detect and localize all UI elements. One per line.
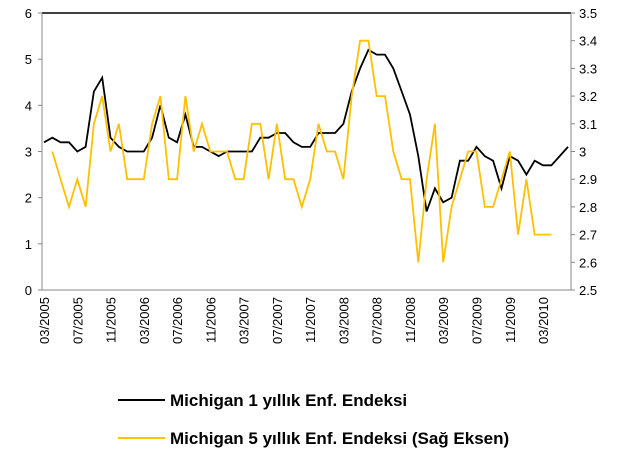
y2-tick-label: 2.5 bbox=[579, 283, 597, 298]
legend-label: Michigan 5 yıllık Enf. Endeksi (Sağ Ekse… bbox=[170, 429, 509, 448]
y2-tick-label: 2.7 bbox=[579, 228, 597, 243]
y-tick-label: 2 bbox=[25, 191, 32, 206]
x-tick-label: 07/2006 bbox=[170, 297, 185, 344]
x-tick-label: 11/2005 bbox=[104, 297, 119, 343]
y-tick-label: 4 bbox=[25, 98, 32, 113]
x-tick-label: 03/2009 bbox=[436, 297, 451, 344]
y2-tick-label: 2.6 bbox=[579, 255, 597, 270]
legend-label: Michigan 1 yıllık Enf. Endeksi bbox=[170, 391, 407, 410]
y2-tick-label: 2.8 bbox=[579, 200, 597, 215]
y2-tick-label: 3.3 bbox=[579, 61, 597, 76]
y-tick-label: 6 bbox=[25, 6, 32, 21]
y2-tick-label: 3.4 bbox=[579, 34, 597, 49]
y-tick-label: 1 bbox=[25, 237, 32, 252]
y-tick-label: 5 bbox=[25, 52, 32, 67]
y2-tick-label: 3.2 bbox=[579, 89, 597, 104]
x-tick-label: 07/2005 bbox=[70, 297, 85, 344]
series-line bbox=[43, 48, 569, 212]
x-tick-label: 03/2010 bbox=[536, 297, 551, 344]
x-tick-label: 07/2008 bbox=[370, 297, 385, 344]
y-tick-label: 3 bbox=[25, 145, 32, 160]
y-tick-label: 0 bbox=[25, 283, 32, 298]
x-tick-label: 03/2005 bbox=[37, 297, 52, 344]
x-tick-label: 03/2007 bbox=[237, 297, 252, 344]
x-tick-label: 03/2008 bbox=[336, 297, 351, 344]
x-tick-label: 03/2006 bbox=[137, 297, 152, 344]
y2-tick-label: 3.5 bbox=[579, 6, 597, 21]
x-tick-label: 11/2006 bbox=[203, 297, 218, 343]
series-line bbox=[51, 39, 552, 263]
x-tick-label: 07/2009 bbox=[470, 297, 485, 344]
y2-tick-label: 2.9 bbox=[579, 172, 597, 187]
x-tick-label: 07/2007 bbox=[270, 297, 285, 344]
x-tick-label: 11/2008 bbox=[403, 297, 418, 343]
x-tick-label: 11/2009 bbox=[503, 297, 518, 343]
y2-tick-label: 3 bbox=[579, 145, 586, 160]
x-tick-label: 11/2007 bbox=[303, 297, 318, 343]
y2-tick-label: 3.1 bbox=[579, 117, 597, 132]
